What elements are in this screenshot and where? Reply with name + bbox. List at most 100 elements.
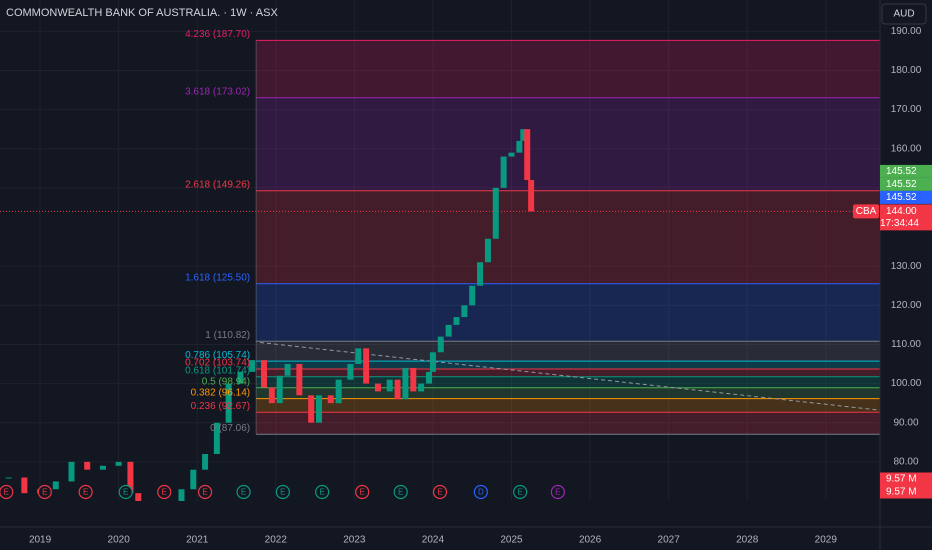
event-label: E	[241, 488, 246, 497]
trendline	[260, 341, 880, 411]
fib-label: 0.786 (105.74)	[185, 350, 250, 361]
candle	[484, 238, 491, 263]
x-tick-label: 2024	[422, 535, 445, 546]
volume-badge	[880, 485, 932, 499]
event-label: E	[319, 488, 324, 497]
candle	[386, 379, 393, 392]
candle	[394, 379, 401, 400]
symbol-label: CBA	[856, 206, 877, 217]
y-tick-label: 180.00	[891, 65, 922, 76]
fib-band	[256, 368, 880, 377]
y-tick-label: 170.00	[891, 104, 922, 115]
currency-button[interactable]	[881, 3, 927, 25]
fib-label: 1.618 (125.50)	[185, 272, 250, 283]
event-marker	[37, 484, 52, 500]
event-label: E	[360, 488, 365, 497]
price-badge	[880, 190, 932, 204]
candle	[213, 422, 220, 455]
symbol-badge	[853, 204, 879, 219]
event-label: E	[4, 488, 9, 497]
event-label: D	[478, 488, 484, 497]
fib-label: 0 (87.06)	[210, 423, 250, 434]
x-tick-label: 2020	[108, 535, 131, 546]
event-marker	[0, 484, 14, 500]
fib-band	[256, 361, 880, 369]
event-marker	[118, 484, 133, 500]
x-tick-label: 2021	[186, 535, 209, 546]
fib-band	[256, 40, 880, 98]
candle	[520, 129, 527, 141]
candle	[469, 285, 476, 306]
candle	[453, 317, 460, 325]
candle	[528, 180, 535, 212]
x-tick-label: 2025	[500, 535, 523, 546]
countdown-label: 17:34:44	[880, 218, 919, 229]
candle	[347, 364, 354, 380]
y-tick-label: 80.00	[893, 457, 918, 468]
candle	[225, 383, 232, 423]
candle	[202, 454, 209, 470]
candle	[461, 305, 468, 318]
x-tick-label: 2022	[265, 535, 288, 546]
price-badge	[880, 177, 932, 191]
event-marker	[197, 484, 213, 500]
candle	[445, 324, 452, 337]
y-tick-label: 110.00	[891, 339, 921, 350]
candle	[500, 156, 507, 188]
candle	[437, 336, 444, 353]
candle	[284, 364, 291, 376]
price-badge-label: 145.52	[886, 179, 917, 190]
candle	[524, 129, 531, 181]
y-tick-label: 120.00	[891, 300, 922, 311]
fib-band	[256, 387, 880, 399]
candle	[426, 371, 432, 384]
event-marker	[275, 484, 290, 500]
event-marker	[236, 484, 251, 500]
fib-label: 0.618 (101.74)	[185, 365, 250, 376]
fib-label: 4.236 (187.70)	[185, 29, 250, 40]
candle	[296, 364, 303, 396]
x-tick-label: 2027	[658, 535, 681, 546]
currency-label[interactable]: AUD	[893, 9, 914, 20]
event-label: E	[517, 488, 522, 497]
candle	[276, 375, 283, 404]
volume-badge	[880, 472, 932, 486]
event-marker	[432, 484, 448, 500]
y-tick-label: 100.00	[891, 378, 922, 389]
y-tick-label: 190.00	[891, 26, 922, 37]
last-price-label: 144.00	[886, 206, 917, 217]
price-badge-label: 145.52	[886, 166, 917, 177]
event-marker	[513, 484, 528, 500]
candle	[52, 481, 59, 490]
volume-label: 9.57 M	[886, 487, 917, 498]
x-tick-label: 2023	[343, 535, 366, 546]
candle	[402, 367, 409, 400]
event-label: E	[280, 488, 285, 497]
event-label: E	[437, 488, 442, 497]
event-marker	[550, 484, 565, 500]
event-label: E	[555, 488, 560, 497]
y-tick-label: 130.00	[891, 261, 922, 272]
candle	[84, 461, 91, 470]
event-label: E	[83, 488, 88, 497]
event-label: E	[162, 488, 167, 497]
candle	[268, 387, 275, 404]
candle	[5, 477, 12, 479]
event-label: E	[42, 488, 47, 497]
candle	[477, 262, 484, 286]
candle	[429, 352, 436, 372]
fib-band	[256, 283, 880, 342]
fib-label: 0.5 (98.94)	[202, 376, 250, 387]
event-label: E	[123, 488, 128, 497]
fib-band	[256, 376, 880, 388]
price-badge	[880, 164, 932, 178]
candle	[418, 383, 425, 392]
event-marker	[393, 484, 408, 500]
candle	[21, 477, 28, 494]
fib-band	[256, 97, 880, 191]
x-tick-label: 2028	[736, 535, 759, 546]
candle	[178, 489, 185, 501]
candle	[261, 360, 267, 388]
fib-band	[256, 412, 880, 435]
